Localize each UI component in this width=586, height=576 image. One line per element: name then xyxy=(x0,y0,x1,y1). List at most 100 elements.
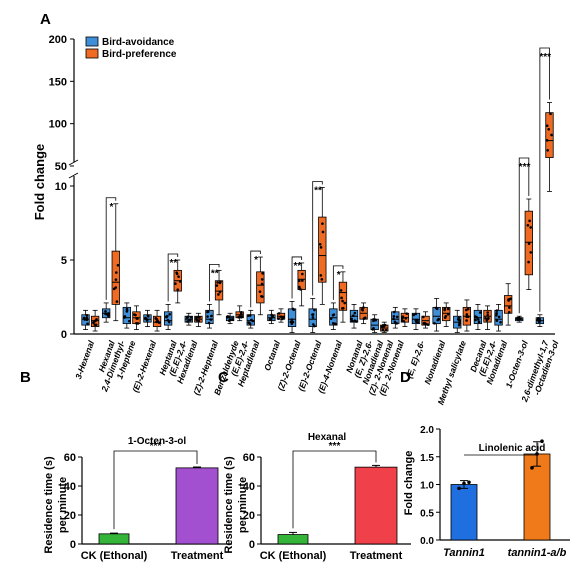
data-point xyxy=(495,309,499,312)
data-point xyxy=(136,322,140,325)
data-point xyxy=(384,328,388,332)
significance-label: *** xyxy=(150,441,162,452)
y-tick-label: 40 xyxy=(64,481,76,493)
data-point xyxy=(238,314,242,318)
data-point xyxy=(478,311,482,314)
data-point xyxy=(462,481,466,486)
y-tick-label: 0.0 xyxy=(420,536,434,547)
x-tick-label: Treatment xyxy=(171,550,224,562)
data-point xyxy=(321,222,324,225)
data-point xyxy=(127,319,131,323)
data-point xyxy=(174,282,177,285)
data-point xyxy=(499,320,502,324)
data-point xyxy=(107,312,110,315)
data-point xyxy=(195,318,199,322)
significance-label: *** xyxy=(539,52,551,63)
data-point xyxy=(210,314,213,318)
data-point xyxy=(392,310,396,314)
data-point xyxy=(146,315,150,318)
data-point xyxy=(197,315,200,319)
data-point xyxy=(114,278,118,281)
x-tick-label: CK (Ethonal) xyxy=(81,550,148,562)
data-point xyxy=(421,315,425,319)
panel-c-ylabel-line1: Residence time (s) xyxy=(223,456,235,554)
panel-d-title: Linolenic acid xyxy=(479,443,546,454)
data-point xyxy=(465,319,468,322)
panel-d-barchart: Fold change Linolenic acid 0.0 0.5 1.0 1.5 2… xyxy=(403,425,570,559)
panel-a-legend: Bird-avoidance Bird-preference xyxy=(85,36,177,60)
data-point xyxy=(227,315,231,318)
data-point xyxy=(93,323,97,326)
data-point xyxy=(341,306,345,310)
data-point xyxy=(529,226,533,229)
data-point xyxy=(547,127,551,131)
data-point xyxy=(528,219,531,223)
box xyxy=(214,280,224,301)
x-tick-label: CK (Ethonal) xyxy=(260,550,327,562)
data-point xyxy=(227,319,231,322)
legend-label-preference: Bird-preference xyxy=(102,49,177,60)
data-point xyxy=(433,322,436,325)
data-point xyxy=(529,251,533,254)
data-point xyxy=(301,279,304,282)
y-tick-label: 50 xyxy=(55,161,67,173)
panel-label-d: D xyxy=(400,369,411,386)
data-point xyxy=(527,242,531,245)
y-tick-label: 1.5 xyxy=(420,453,434,464)
data-point xyxy=(372,319,375,323)
data-point xyxy=(206,315,209,318)
data-point xyxy=(443,307,447,311)
data-point xyxy=(486,313,490,317)
y-tick-label: 1.0 xyxy=(420,481,434,492)
data-point xyxy=(374,318,378,322)
data-point xyxy=(353,311,357,315)
data-point xyxy=(475,316,479,319)
data-point xyxy=(404,317,408,320)
data-point xyxy=(313,308,316,312)
data-point xyxy=(166,318,170,322)
data-point xyxy=(85,316,89,320)
data-point xyxy=(188,318,191,322)
data-point xyxy=(486,311,490,314)
data-point xyxy=(269,318,272,321)
data-point xyxy=(474,318,477,322)
data-point xyxy=(291,307,295,311)
significance-label: ** xyxy=(293,261,301,272)
y-tick-label: 200 xyxy=(49,34,67,46)
bar xyxy=(277,534,309,545)
data-point xyxy=(240,310,243,314)
data-point xyxy=(401,319,404,322)
data-point xyxy=(497,315,501,319)
x-tick-label: tannin1-a/b xyxy=(508,547,567,559)
data-point xyxy=(414,312,418,316)
panel-c-title: Hexanal xyxy=(308,432,347,443)
data-point xyxy=(465,315,469,319)
data-point xyxy=(260,295,263,298)
data-point xyxy=(215,284,219,287)
data-point xyxy=(457,323,461,327)
data-point xyxy=(195,316,198,320)
y-tick-label: 150 xyxy=(49,76,67,88)
data-point xyxy=(443,316,447,319)
significance-bracket xyxy=(167,253,179,302)
box xyxy=(329,308,338,326)
significance-label: * xyxy=(110,202,114,213)
y-tick-label: 60 xyxy=(243,452,255,464)
box xyxy=(256,271,265,304)
data-point xyxy=(104,310,107,313)
data-point xyxy=(334,322,338,326)
data-point xyxy=(290,318,294,321)
data-point xyxy=(297,279,301,283)
data-point xyxy=(125,310,129,313)
panel-c-barchart: Residence time (s) per minute Hexanal 0 2… xyxy=(223,432,411,562)
panel-label-c: C xyxy=(218,369,229,386)
data-point xyxy=(495,314,498,317)
data-point xyxy=(189,315,193,319)
significance-label: *** xyxy=(519,162,531,173)
panel-b-ylabel-line2: per minute xyxy=(57,477,69,533)
data-point xyxy=(352,314,355,318)
data-point xyxy=(260,278,264,281)
data-point xyxy=(176,288,180,291)
bar xyxy=(98,533,130,545)
